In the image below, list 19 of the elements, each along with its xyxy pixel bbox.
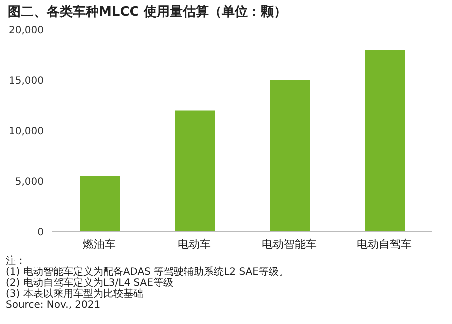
bar [175, 110, 215, 232]
bar [80, 176, 120, 232]
x-tick-label: 电动智能车 [262, 238, 317, 251]
y-tick-label: 10,000 [9, 126, 44, 138]
y-tick-label: 5,000 [15, 177, 44, 188]
text: (1) 电动智能车定义为配备ADAS 等驾驶辅助系统L2 SAE等级。 [6, 267, 289, 278]
text: (3) 本表以乘用车型为比较基础 [6, 289, 144, 300]
text: (2) 电动自驾车定义为L3/L4 SAE等级 [6, 278, 174, 289]
x-tick-label: 燃油车 [83, 238, 116, 251]
x-tick-label: 电动自驾车 [357, 238, 412, 251]
y-tick-label: 15,000 [9, 76, 44, 88]
bar [365, 50, 405, 232]
bar [270, 80, 310, 232]
text: 注： [6, 256, 26, 267]
x-tick-label: 电动车 [178, 238, 211, 251]
chart-title: 图二、各类车种MLCC 使用量估算（单位：颗） [8, 4, 287, 21]
y-tick-label: 20,000 [9, 26, 44, 37]
y-tick-label: 0 [38, 228, 44, 239]
source-note: Source: Nov., 2021 [6, 300, 102, 311]
